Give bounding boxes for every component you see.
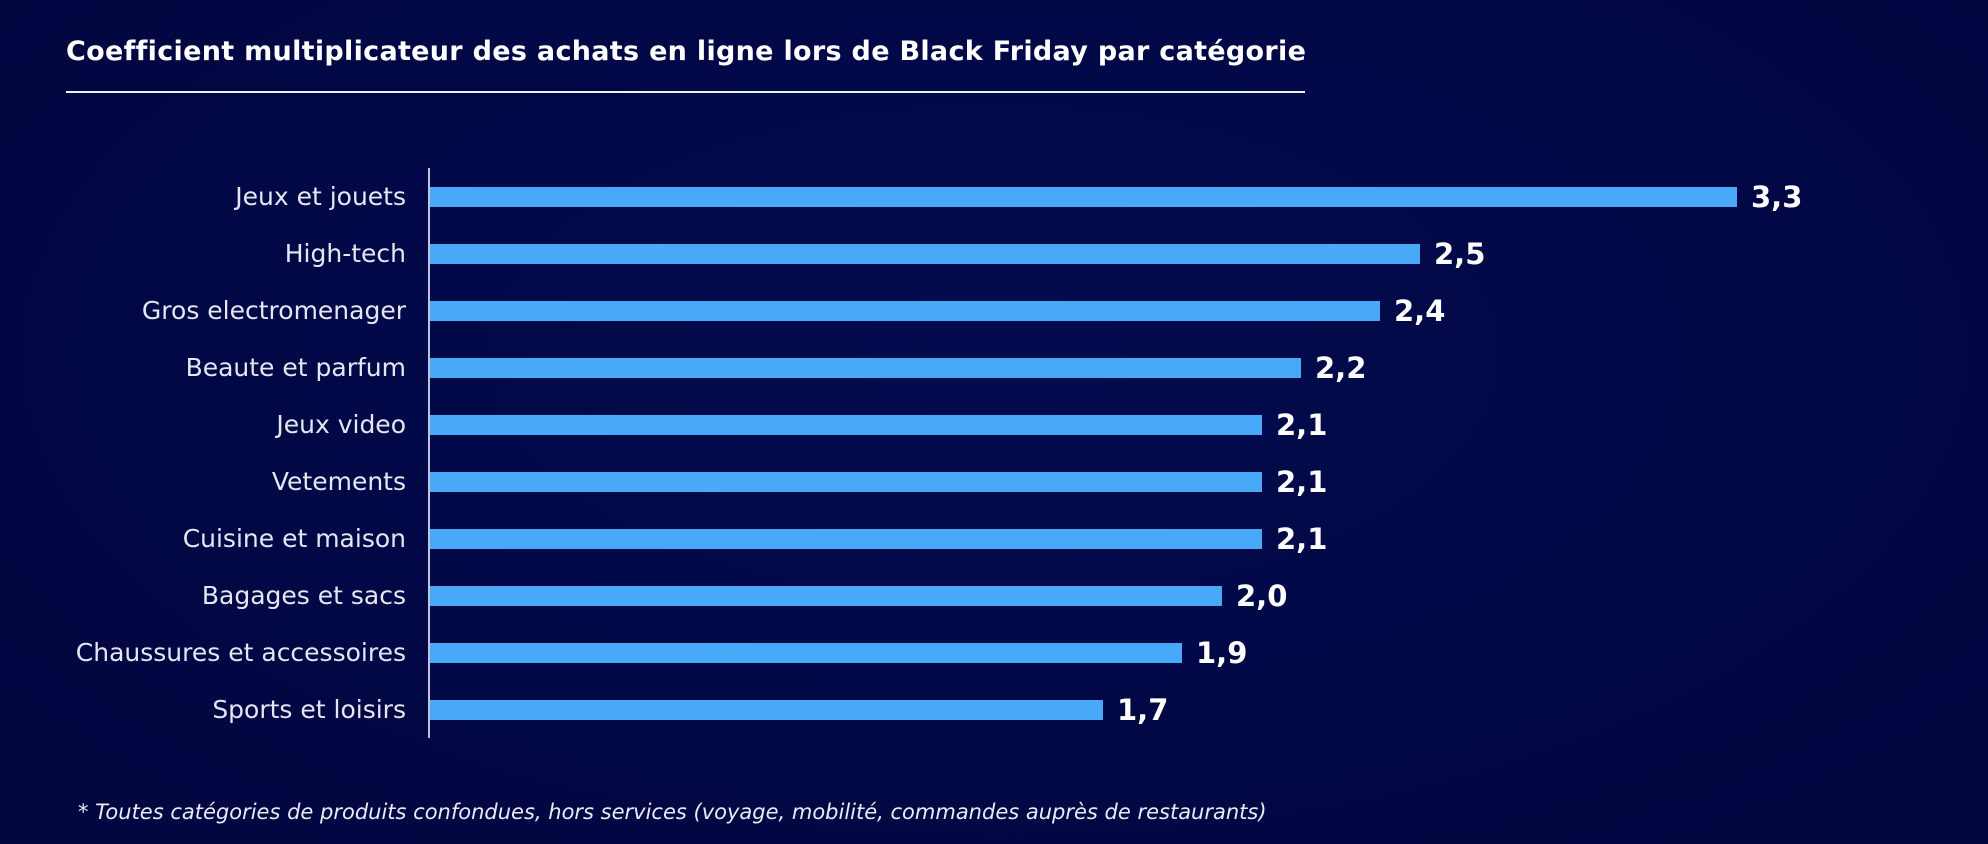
- chart-row: Vetements 2,1: [0, 453, 1988, 510]
- value-label: 1,9: [1196, 635, 1248, 670]
- title-underline: [66, 91, 1305, 93]
- chart-row: Jeux et jouets 3,3: [0, 168, 1988, 225]
- chart-footnote: * Toutes catégories de produits confondu…: [78, 800, 1267, 824]
- value-label: 2,5: [1434, 236, 1486, 271]
- bar: [430, 699, 1103, 720]
- category-label: Cuisine et maison: [182, 524, 406, 553]
- bar: [430, 243, 1420, 264]
- chart-row: Beaute et parfum 2,2: [0, 339, 1988, 396]
- value-label: 2,1: [1276, 521, 1328, 556]
- bar-cell: 1,9: [428, 624, 1988, 681]
- bar: [430, 585, 1222, 606]
- chart-title: Coefficient multiplicateur des achats en…: [66, 36, 1307, 67]
- category-label: Bagages et sacs: [201, 581, 406, 610]
- chart-row: Sports et loisirs 1,7: [0, 681, 1988, 738]
- bar: [430, 300, 1380, 321]
- category-label: Vetements: [271, 467, 406, 496]
- bar-cell: 2,0: [428, 567, 1988, 624]
- bar-cell: 2,1: [428, 453, 1988, 510]
- value-label: 2,0: [1236, 578, 1288, 613]
- chart-row: High-tech 2,5: [0, 225, 1988, 282]
- category-label: Jeux video: [276, 410, 406, 439]
- chart-row: Chaussures et accessoires 1,9: [0, 624, 1988, 681]
- bar-cell: 2,2: [428, 339, 1988, 396]
- category-label: Chaussures et accessoires: [75, 638, 406, 667]
- category-label: Jeux et jouets: [235, 182, 406, 211]
- value-label: 2,1: [1276, 407, 1328, 442]
- chart-row: Gros electromenager 2,4: [0, 282, 1988, 339]
- category-label: Beaute et parfum: [185, 353, 406, 382]
- chart-row: Jeux video 2,1: [0, 396, 1988, 453]
- bar: [430, 528, 1262, 549]
- bar-cell: 2,4: [428, 282, 1988, 339]
- bar-cell: 2,1: [428, 510, 1988, 567]
- value-label: 2,2: [1315, 350, 1367, 385]
- value-label: 3,3: [1751, 179, 1803, 214]
- category-label: High-tech: [284, 239, 406, 268]
- chart-row: Bagages et sacs 2,0: [0, 567, 1988, 624]
- bar-cell: 2,5: [428, 225, 1988, 282]
- value-label: 2,4: [1394, 293, 1446, 328]
- category-label: Gros electromenager: [141, 296, 406, 325]
- bar-cell: 3,3: [428, 168, 1988, 225]
- chart-row: Cuisine et maison 2,1: [0, 510, 1988, 567]
- bar: [430, 357, 1301, 378]
- bar-chart: Jeux et jouets 3,3 High-tech 2,5 Gros electr…: [0, 168, 1988, 738]
- value-label: 2,1: [1276, 464, 1328, 499]
- bar: [430, 471, 1262, 492]
- bar-cell: 1,7: [428, 681, 1988, 738]
- bar: [430, 186, 1737, 207]
- value-label: 1,7: [1117, 692, 1169, 727]
- chart-rows: Jeux et jouets 3,3 High-tech 2,5 Gros electr…: [0, 168, 1988, 738]
- bar-cell: 2,1: [428, 396, 1988, 453]
- bar: [430, 414, 1262, 435]
- category-label: Sports et loisirs: [212, 695, 406, 724]
- bar: [430, 642, 1182, 663]
